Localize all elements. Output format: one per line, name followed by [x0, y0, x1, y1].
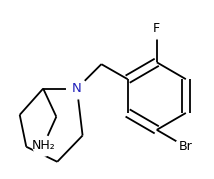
Text: N: N	[72, 82, 82, 95]
Text: F: F	[153, 22, 160, 35]
Text: NH₂: NH₂	[31, 139, 55, 152]
Circle shape	[146, 18, 167, 39]
Circle shape	[67, 78, 87, 99]
Text: Br: Br	[179, 140, 193, 153]
Circle shape	[33, 136, 54, 156]
Circle shape	[175, 136, 196, 157]
